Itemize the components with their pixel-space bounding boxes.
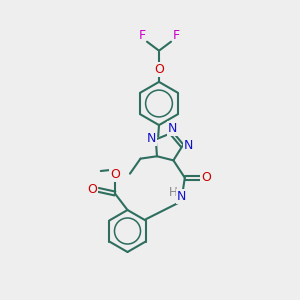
Text: F: F [172, 29, 180, 42]
Text: O: O [202, 171, 211, 184]
Text: N: N [184, 140, 193, 152]
Text: F: F [138, 29, 146, 42]
Text: O: O [154, 63, 164, 76]
Text: N: N [168, 122, 177, 135]
Text: O: O [88, 183, 97, 196]
Text: H: H [169, 186, 178, 199]
Text: O: O [110, 167, 120, 181]
Text: N: N [147, 132, 156, 145]
Text: N: N [177, 190, 187, 203]
